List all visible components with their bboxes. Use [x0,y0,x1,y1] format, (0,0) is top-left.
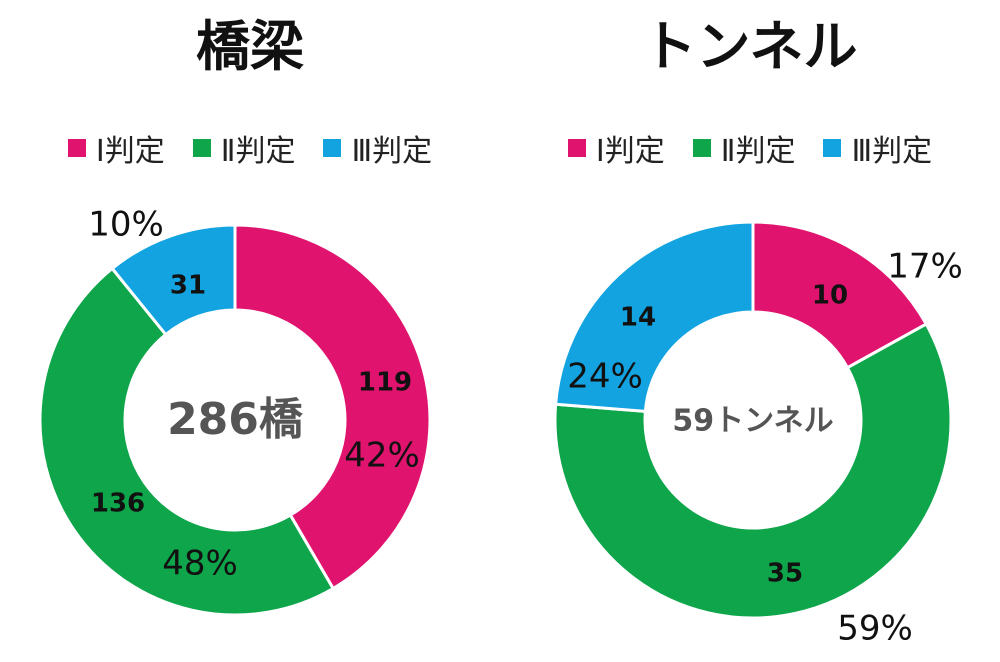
donut-slice [554,220,755,413]
legend-swatch [823,139,842,157]
slice-percent-label: 10% [88,205,164,245]
slice-value-label: 31 [170,271,206,301]
slice-percent-label: 17% [887,247,963,287]
chart-title: トンネル [642,15,858,78]
slice-value-label: 35 [767,559,803,589]
chart-title: 橋梁 [196,15,304,78]
legend-item-1: Ⅰ判定 [567,126,665,170]
legend-label: Ⅱ判定 [220,134,296,169]
legend-label: Ⅰ判定 [595,134,665,169]
donut-slice [110,223,237,337]
center-total-label: 59トンネル [672,404,833,439]
donut-slice [38,266,336,617]
slice-percent-label: 48% [162,544,238,584]
legend-swatch [567,139,586,157]
legend-swatch [67,139,86,157]
legend-swatch [323,139,342,157]
legend-swatch [692,139,711,157]
donut-chart: 10 17% 35 59% 14 24% 59トンネル [553,220,963,649]
legend-item-2: Ⅱ判定 [692,126,796,170]
legend: Ⅰ判定 Ⅱ判定 Ⅲ判定 [500,126,1000,170]
donut-slice [233,223,432,591]
legend-label: Ⅰ判定 [95,134,165,169]
legend-label: Ⅲ判定 [351,134,433,169]
bridge-chart: 橋梁 Ⅰ判定 Ⅱ判定 Ⅲ判定 119 42% 136 48% 31 10% 286橋 [0,15,500,617]
center-total-label: 286橋 [167,394,303,445]
legend-item-3: Ⅲ判定 [823,126,932,170]
legend-item-1: Ⅰ判定 [67,126,165,170]
slice-percent-label: 42% [344,436,420,476]
legend-item-3: Ⅲ判定 [323,126,432,170]
tunnel-chart: トンネル Ⅰ判定 Ⅱ判定 Ⅲ判定 10 17% 35 59% 14 24% 59トンネル [500,0,1000,662]
legend-label: Ⅱ判定 [720,134,796,169]
slice-value-label: 136 [91,489,145,519]
legend-swatch [192,139,211,157]
slice-percent-label: 59% [837,609,913,649]
slice-value-label: 14 [620,303,656,333]
legend: Ⅰ判定 Ⅱ判定 Ⅲ判定 [0,126,500,170]
legend-label: Ⅲ判定 [851,134,933,169]
legend-item-2: Ⅱ判定 [192,126,296,170]
slice-value-label: 119 [358,368,412,398]
donut-slice [553,322,953,620]
slice-percent-label: 24% [567,357,643,397]
slice-value-label: 10 [812,281,848,311]
